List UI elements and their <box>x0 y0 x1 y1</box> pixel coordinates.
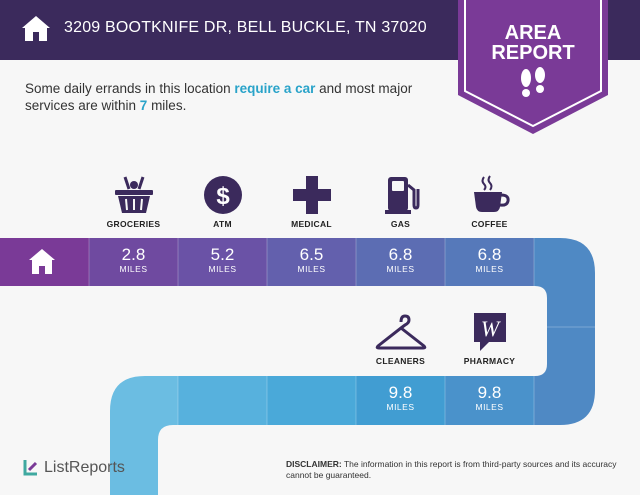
errand-gas: GAS <box>356 175 445 229</box>
distance-medical: 6.5 MILES <box>267 245 356 275</box>
distance-unit: MILES <box>119 264 148 274</box>
errand-label: GAS <box>390 219 411 229</box>
distance-groceries: 2.8 MILES <box>89 245 178 275</box>
intro-part-3: miles. <box>147 98 187 113</box>
distance-value: 9.8 <box>388 383 413 402</box>
home-icon <box>22 16 50 41</box>
intro-highlight-car: require a car <box>234 81 316 96</box>
distance-value: 6.8 <box>388 245 413 264</box>
listreports-logo-icon <box>23 460 38 476</box>
distance-value: 2.8 <box>121 245 146 264</box>
errand-coffee: COFFEE <box>445 175 534 229</box>
dollar-icon: $ <box>203 176 242 214</box>
errand-label: COFFEE <box>471 219 508 229</box>
errand-label: MEDICAL <box>291 219 332 229</box>
distance-value: 6.8 <box>477 245 502 264</box>
distance-cleaners: 9.8 MILES <box>356 383 445 413</box>
distance-unit: MILES <box>386 402 415 412</box>
errand-medical: MEDICAL <box>267 175 356 229</box>
distance-unit: MILES <box>475 264 504 274</box>
disclaimer-text: The information in this report is from t… <box>286 459 617 480</box>
svg-text:$: $ <box>216 183 230 210</box>
road-home-icon <box>29 249 55 274</box>
distance-pharmacy: 9.8 MILES <box>445 383 534 413</box>
distance-unit: MILES <box>208 264 237 274</box>
footprints-icon <box>521 67 545 97</box>
distance-coffee: 6.8 MILES <box>445 245 534 275</box>
coffee-cup-icon <box>473 175 510 212</box>
address-title: 3209 BOOTKNIFE DR, BELL BUCKLE, TN 37020 <box>64 19 427 36</box>
disclaimer-label: DISCLAIMER: <box>286 459 342 469</box>
errand-atm: $ ATM <box>178 175 267 229</box>
intro-text: Some daily errands in this location requ… <box>25 80 445 114</box>
distance-gas: 6.8 MILES <box>356 245 445 275</box>
errand-label: GROCERIES <box>106 219 161 229</box>
errand-label: CLEANERS <box>375 356 426 366</box>
distance-unit: MILES <box>475 402 504 412</box>
distance-unit: MILES <box>297 264 326 274</box>
errand-groceries: GROCERIES <box>89 175 178 229</box>
intro-part-2: and most major services are within <box>25 81 413 113</box>
distance-value: 6.5 <box>299 245 324 264</box>
errand-label: ATM <box>213 219 232 229</box>
errand-cleaners: CLEANERS <box>356 312 445 366</box>
errand-pharmacy: W PHARMACY <box>445 312 534 366</box>
hanger-icon <box>375 314 426 350</box>
disclaimer: DISCLAIMER: The information in this repo… <box>286 459 626 481</box>
brand-name: ListReports <box>44 459 125 476</box>
intro-part-1: Some daily errands in this location <box>25 81 235 96</box>
distance-atm: 5.2 MILES <box>178 245 267 275</box>
badge-line-2: REPORT <box>491 42 575 64</box>
distance-value: 9.8 <box>477 383 502 402</box>
area-report-badge: AREA REPORT <box>458 0 608 136</box>
errand-label: PHARMACY <box>463 356 516 366</box>
distance-unit: MILES <box>386 264 415 274</box>
svg-text:W: W <box>480 316 500 341</box>
medical-cross-icon <box>292 176 331 214</box>
basket-icon <box>114 176 153 213</box>
badge-line-1: AREA <box>504 22 562 44</box>
distance-value: 5.2 <box>210 245 235 264</box>
walgreens-icon: W <box>473 313 506 351</box>
gas-pump-icon <box>384 177 419 214</box>
intro-highlight-miles: 7 <box>139 98 148 113</box>
